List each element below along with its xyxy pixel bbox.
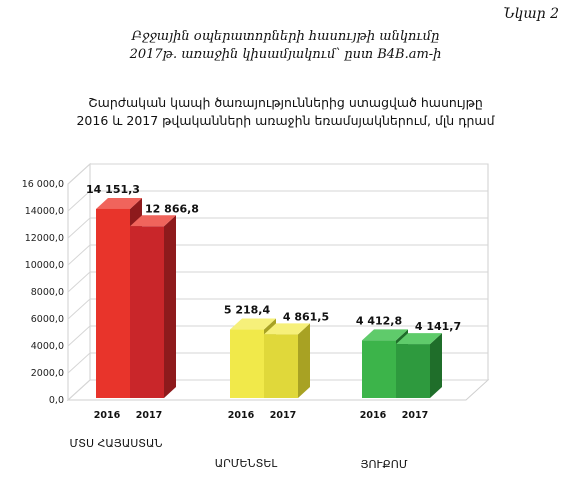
gridline [67,271,488,293]
y-tick-label: 0,0 [49,395,64,406]
y-tick-label: 14000,0 [25,206,64,217]
bar-side [164,215,176,398]
x-tick-label: 2016 [360,410,387,421]
y-tick-label: 4000,0 [31,341,64,352]
figure-caption: Բջջային օպերատորների հասույթի անկումը 20… [0,28,571,64]
y-tick-label: 6000,0 [31,314,64,325]
bar-top [264,323,310,335]
x-tick-label: 2016 [228,410,255,421]
bar-top [230,318,276,330]
gridline [67,325,488,347]
data-label: 4 141,7 [415,320,461,333]
y-tick-label: 8000,0 [31,287,64,298]
caption-line-2: 2017թ. առաջին կիսամյակում՝ ըստ B4B.am-ի [129,47,442,62]
y-tick-label: 12000,0 [25,233,64,244]
gridline [67,379,488,401]
x-tick-label: 2017 [402,410,428,421]
caption-line-1: Բջջային օպերատորների հասույթի անկումը [131,29,440,44]
chart-title-line-1: Շարժական կապի ծառայություններից ստացված … [88,95,483,110]
gridline [67,298,488,320]
bar [230,329,264,398]
bar [396,344,430,398]
gridline [67,190,488,212]
gridline [67,352,488,374]
bar-top [96,197,142,209]
bar-side [430,333,442,398]
category-label: ՅՈՒՔՈՄ [360,458,407,471]
gridline [67,217,488,239]
gridline [67,163,488,185]
x-tick-label: 2017 [136,410,162,421]
figure-label: Նկար 2 [503,6,559,22]
x-tick-label: 2016 [94,410,121,421]
data-label: 4 412,8 [356,314,402,327]
gridline [67,244,488,266]
y-tick-label: 16 000,0 [22,179,64,190]
chart-title-line-2: 2016 և 2017 թվականների առաջին եռամսյակնե… [76,113,495,128]
chart-title: Շարժական կապի ծառայություններից ստացված … [0,94,571,130]
bar-top [362,329,408,341]
bar-top [396,333,442,345]
bar-side [298,323,310,398]
bar [96,208,130,398]
y-tick-label: 10000,0 [25,260,64,271]
data-label: 4 861,5 [283,310,329,323]
data-label: 12 866,8 [145,202,199,215]
y-tick-label: 2000,0 [31,368,64,379]
bar [264,334,298,398]
category-label: ՄՏՍ ՀԱՅԱՍՏԱՆ [70,437,163,450]
category-label: ԱՐՄԵՆՏԵԼ [215,457,278,470]
bar [362,340,396,398]
data-label: 5 218,4 [224,304,271,317]
x-tick-label: 2017 [270,410,296,421]
data-label: 14 151,3 [86,183,140,196]
bar [130,226,164,398]
bar-top [130,215,176,227]
